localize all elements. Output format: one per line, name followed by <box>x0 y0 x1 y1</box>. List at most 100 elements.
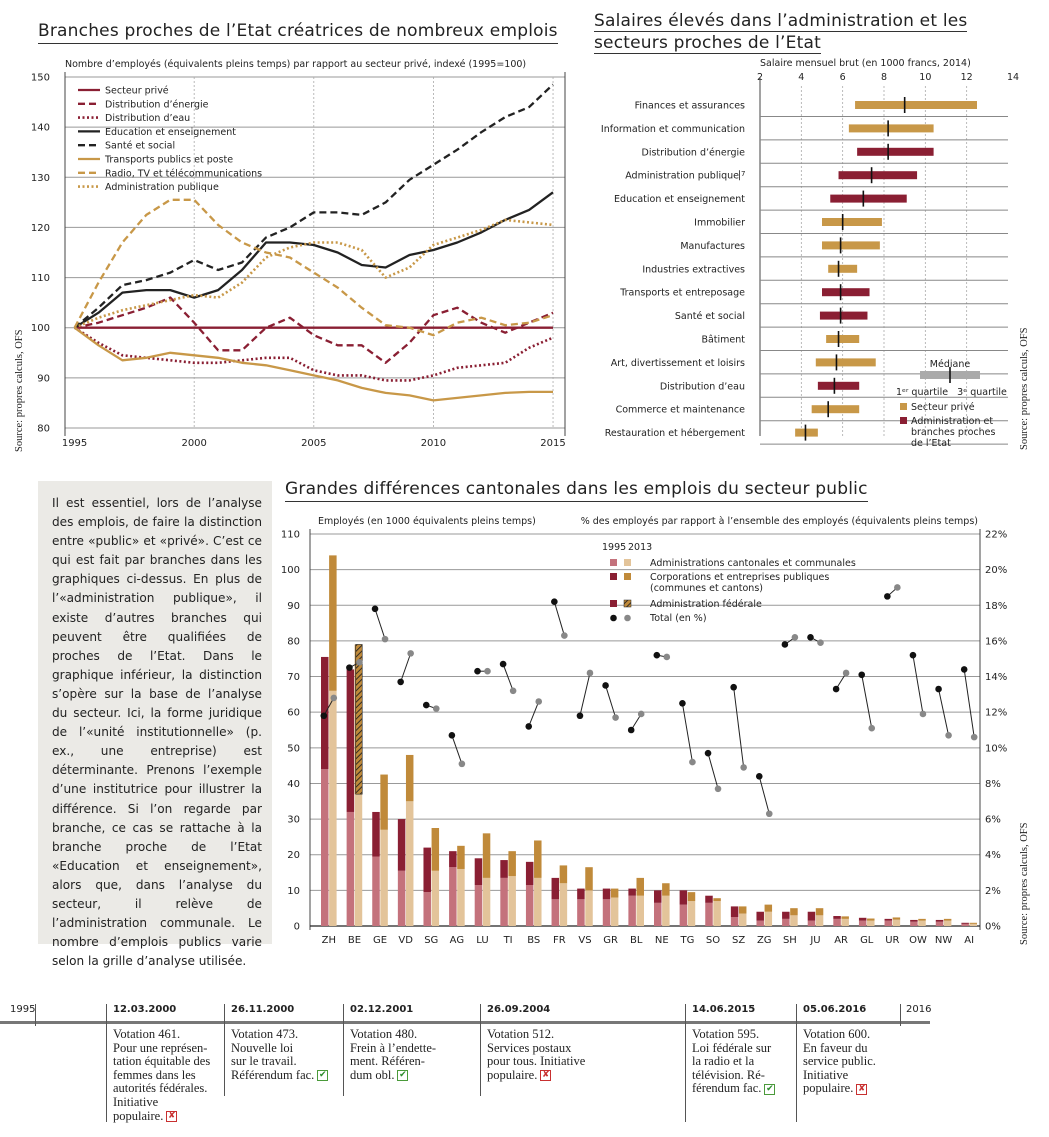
line-chart-ylabel: Nombre d’employés (équivalents pleins te… <box>65 59 526 70</box>
bar-1995-admin <box>756 920 764 926</box>
bar-2013-admin <box>636 895 644 926</box>
bar-1995-corp <box>935 919 944 922</box>
bar-2013-corp <box>790 908 798 916</box>
salary-category-label: Santé et social <box>675 311 745 322</box>
canton-y-tick-label: 40 <box>287 779 300 790</box>
bar-1995-corp <box>628 888 636 896</box>
bar-2013-admin <box>867 920 875 926</box>
total-dot-1995 <box>755 773 763 780</box>
total-dot-1995 <box>730 683 737 691</box>
bar-1995-admin <box>730 917 739 926</box>
legend-total-label: Total (en %) <box>649 613 707 624</box>
total-dot-2013 <box>356 658 363 666</box>
total-connector <box>502 663 514 691</box>
total-dot-1995 <box>884 593 891 600</box>
total-dot-1995 <box>781 641 789 648</box>
total-dot-1995 <box>422 701 430 709</box>
canton-chart-title: Grandes différences cantonales dans les … <box>285 478 868 502</box>
timeline-event-date: 12.03.2000 <box>113 1004 177 1015</box>
salary-x-tick-label: 10 <box>919 72 931 83</box>
total-dot-2013 <box>765 810 773 818</box>
x-tick-label: 2005 <box>301 438 326 449</box>
bar-1995-admin <box>474 885 483 926</box>
salary-range-bar <box>822 288 870 297</box>
total-dot-2013 <box>458 760 466 768</box>
total-connector <box>579 672 591 716</box>
total-dot-1995 <box>525 723 533 730</box>
y-tick-label: 130 <box>31 173 50 184</box>
canton-label: AR <box>834 935 848 946</box>
total-dot-1995 <box>679 699 686 707</box>
legend-label-4: Santé et social <box>105 141 175 152</box>
timeline-event-text: Votation 480. Frein à l’endette- ment. R… <box>350 1027 436 1082</box>
bar-1995-admin <box>346 811 355 926</box>
salary-category-label: Distribution d’énergie <box>642 147 746 158</box>
salary-range-bar <box>817 381 860 390</box>
legend-q3-label: 3ᵉ quartile <box>957 387 1007 398</box>
total-dot-2013 <box>561 632 568 639</box>
line-chart-title: Branches proches de l’Etat créatrices de… <box>38 20 558 44</box>
bar-2013-admin <box>329 690 337 926</box>
y-tick-label: 110 <box>31 273 50 284</box>
bar-1995-admin <box>910 921 918 926</box>
legend-year-1995: 1995 <box>602 542 626 553</box>
bar-2013-corp <box>636 877 644 896</box>
bar-1995-admin <box>423 892 431 926</box>
timeline-start-year: 1995 <box>10 1004 36 1015</box>
total-connector <box>938 688 950 736</box>
bar-2013-admin <box>405 801 414 926</box>
salary-range-bar <box>819 311 868 320</box>
total-dot-2013 <box>330 694 338 702</box>
legend-corp-label-2: (communes et cantons) <box>650 583 763 594</box>
bar-2013-corp <box>815 908 824 916</box>
bar-1995-admin <box>833 918 841 926</box>
bar-2013-corp <box>508 851 516 877</box>
canton-y-tick-label: 90 <box>287 601 300 612</box>
legend-dot-1995 <box>610 614 617 622</box>
bar-1995-corp <box>961 922 969 924</box>
canton-y2-tick-label: 22% <box>985 530 1007 541</box>
legend-label-7: Administration publique <box>105 182 219 193</box>
legend-swatch-fed-1995 <box>610 600 617 607</box>
bar-1995-corp <box>525 861 534 886</box>
salary-chart-title: Salaires élevés dans l’administration et… <box>594 10 1038 55</box>
canton-y-tick-label: 60 <box>287 708 300 719</box>
total-dot-1995 <box>960 666 968 673</box>
salary-range-bar <box>830 194 907 203</box>
timeline-event-line <box>685 1004 686 1122</box>
total-connector <box>733 687 745 768</box>
legend-public-label-2: branches proches <box>911 427 995 438</box>
canton-label: VS <box>578 935 591 946</box>
total-connector <box>681 703 693 763</box>
salary-range-bar <box>838 171 918 180</box>
timeline-event-line <box>224 1004 225 1096</box>
accepted-check-icon: ✔ <box>397 1070 409 1082</box>
y-tick-label: 80 <box>37 424 50 435</box>
salary-x-tick-label: 12 <box>961 72 973 83</box>
bar-2013-corp <box>431 828 440 871</box>
timeline-event-date: 02.12.2001 <box>350 1004 414 1015</box>
total-dot-2013 <box>484 667 491 675</box>
canton-y2-tick-label: 10% <box>985 743 1007 754</box>
canton-chart-source: Source: propres calculs, OFS <box>1019 822 1030 945</box>
timeline-event-date: 14.06.2015 <box>692 1004 756 1015</box>
y-tick-label: 150 <box>31 73 50 84</box>
bar-2013-admin <box>738 913 747 926</box>
salary-range-bar <box>811 405 860 414</box>
legend-private-label: Secteur privé <box>911 402 975 413</box>
bar-2013-admin <box>713 901 721 926</box>
series-line-4 <box>73 83 554 329</box>
total-dot-2013 <box>919 710 927 718</box>
bar-1995-admin <box>577 899 585 926</box>
total-dot-1995 <box>371 605 379 613</box>
bar-2013-admin <box>610 897 619 926</box>
canton-label: TG <box>679 935 694 946</box>
legend-q1-label: 1ᵉʳ quartile <box>896 387 948 398</box>
canton-label: NE <box>655 935 669 946</box>
total-dot-2013 <box>381 635 389 643</box>
canton-label: FR <box>553 935 566 946</box>
salary-range-bar <box>826 335 860 343</box>
total-connector <box>400 653 412 683</box>
line-chart-source: Source: propres calculs, OFS <box>14 329 25 452</box>
bar-2013-admin <box>943 920 952 926</box>
